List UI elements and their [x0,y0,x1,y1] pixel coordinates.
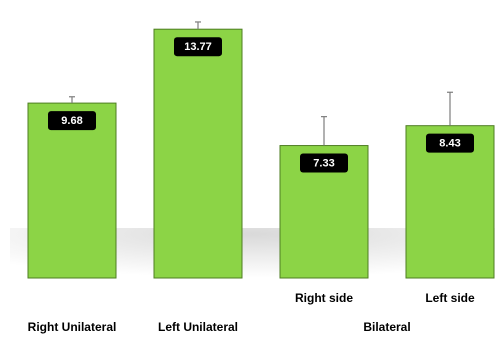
data-labels-layer: 9.68 13.77 7.33 8.43 [48,37,474,173]
data-label-box [174,37,222,57]
category-label: Left side [425,291,475,305]
data-label: 9.68 [61,115,82,127]
data-label: 7.33 [313,158,334,170]
category-label: Left Unilateral [158,320,238,334]
data-label: 13.77 [184,41,212,53]
bar [27,102,117,279]
bar [153,28,243,279]
error-bars-layer [69,21,453,146]
data-label-box [300,153,348,173]
category-label: Right Unilateral [28,320,117,334]
data-label-box [48,111,96,131]
data-label: 8.43 [439,138,460,150]
data-label-box [426,133,474,153]
group-label: Bilateral [363,320,410,334]
category-label: Right side [295,291,353,305]
category-labels-layer: Right Unilateral Left Unilateral Right sid… [28,291,475,334]
